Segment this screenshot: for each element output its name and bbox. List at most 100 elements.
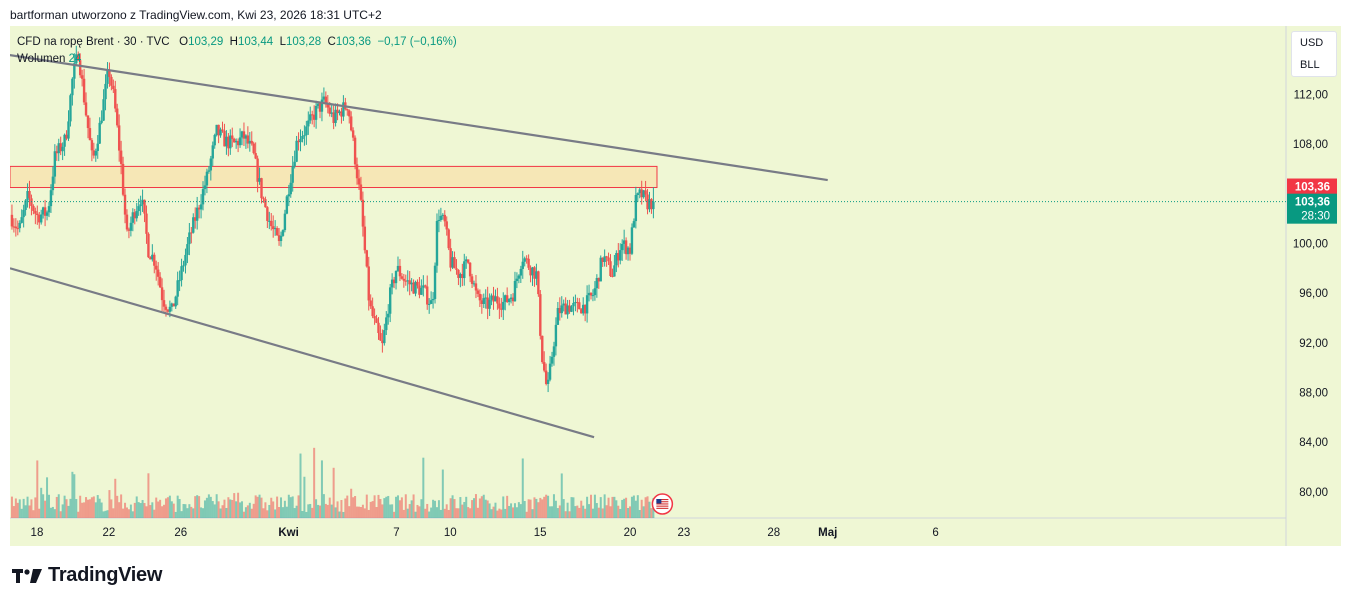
y-tick-label: 88,00 [1299, 388, 1328, 400]
candle-body [69, 95, 72, 122]
volume-bar [53, 509, 56, 518]
y-tick-label: 84,00 [1299, 437, 1328, 449]
chart-area[interactable]: 80,0084,0088,0092,0096,00100,00104,00108… [10, 26, 1341, 546]
legend-volume-label[interactable]: Wolumen [17, 53, 66, 65]
volume-bar [274, 509, 277, 518]
volume-bar [124, 502, 127, 518]
candle-body [346, 109, 349, 111]
candle-body [642, 190, 645, 198]
volume-bar [40, 487, 43, 518]
volume-bar [322, 494, 325, 518]
candle-body [10, 214, 14, 227]
price-chart-svg[interactable]: 80,0084,0088,0092,0096,00100,00104,00108… [10, 26, 1341, 546]
volume-bar [330, 504, 333, 518]
candle-body [277, 235, 281, 242]
candle-body [564, 303, 567, 315]
candle-body [607, 257, 610, 262]
volume-bar [94, 502, 97, 518]
x-tick-label: 28 [767, 527, 780, 539]
volume-bar [607, 497, 610, 518]
unit-label[interactable]: BLL [1300, 59, 1320, 71]
volume-bar [127, 509, 130, 518]
unit-selector[interactable]: USD BLL [1291, 31, 1337, 77]
volume-bar [176, 495, 179, 518]
volume-bar [513, 503, 516, 518]
candle-body [223, 130, 226, 147]
candle-body [174, 296, 177, 307]
volume-bar [92, 496, 95, 518]
volume-bar [281, 507, 284, 518]
candle-body [632, 221, 636, 228]
volume-bar [521, 458, 524, 518]
volume-bar [613, 496, 616, 518]
volume-bar [24, 505, 27, 518]
volume-bar [202, 508, 205, 518]
volume-bar [303, 476, 306, 518]
candle-body [638, 189, 641, 194]
volume-bar [299, 453, 302, 518]
candle-body [133, 212, 136, 219]
volume-bar [492, 506, 495, 518]
volume-bar [172, 503, 175, 518]
candle-body [357, 178, 361, 185]
currency-label[interactable]: USD [1300, 37, 1324, 49]
volume-bar [108, 490, 111, 518]
x-tick-label: 10 [444, 527, 457, 539]
volume-bar [42, 494, 45, 518]
candle-body [375, 318, 378, 323]
volume-bar [223, 499, 226, 518]
volume-bar [457, 508, 460, 518]
candle-body [619, 250, 622, 261]
volume-bar [291, 496, 294, 518]
legend-symbol[interactable]: CFD na ropę Brent · 30 · TVC [17, 36, 170, 48]
volume-bar [566, 502, 569, 518]
candle-body [531, 267, 534, 276]
volume-bar [356, 506, 359, 518]
candle-body [78, 60, 82, 76]
candle-body [45, 212, 49, 216]
volume-bar [414, 511, 417, 518]
candle-body [537, 271, 540, 295]
volume-bar [617, 505, 620, 518]
candle-body [153, 254, 156, 266]
us-flag-stripe [656, 503, 669, 505]
candle-body [490, 295, 493, 300]
candle-body [443, 214, 446, 222]
candle-body [197, 207, 201, 210]
volume-bar [599, 497, 602, 518]
volume-bar [630, 496, 633, 518]
candle-body [410, 282, 413, 285]
candle-body [451, 257, 454, 268]
x-tick-label: 7 [393, 527, 399, 539]
volume-bar [510, 503, 513, 518]
candle-body [566, 305, 569, 315]
candle-body [209, 158, 213, 171]
candle-body [609, 261, 612, 276]
volume-bar [147, 473, 150, 518]
candle-body [418, 285, 421, 295]
volume-bar [170, 501, 173, 518]
volume-bar [400, 497, 403, 518]
volume-bar [77, 511, 80, 518]
candle-body [71, 78, 74, 96]
candle-body [275, 228, 279, 236]
us-flag-stripe [656, 499, 669, 501]
candle-body [379, 333, 382, 341]
volume-bar [640, 499, 643, 518]
candle-body [47, 206, 51, 213]
volume-bar [461, 504, 464, 518]
volume-bar [439, 509, 442, 518]
candle-body [324, 96, 328, 104]
candle-body [620, 243, 624, 251]
volume-bar [512, 507, 515, 518]
volume-bar [125, 507, 128, 518]
candle-body [227, 136, 230, 149]
candle-body [470, 276, 474, 284]
volume-bar [595, 503, 598, 518]
volume-bar [305, 511, 308, 518]
volume-bar [435, 507, 438, 518]
volume-bar [342, 511, 345, 518]
volume-bar [250, 508, 253, 518]
tradingview-logo: TradingView [12, 564, 162, 587]
volume-bar [646, 496, 649, 518]
